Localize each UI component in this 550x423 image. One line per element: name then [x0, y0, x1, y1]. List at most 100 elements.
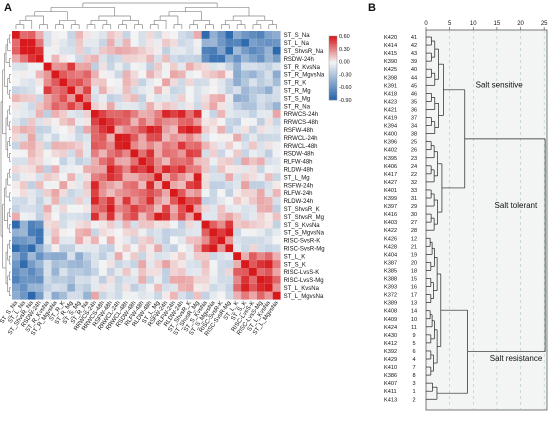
heatmap-cell: [59, 268, 68, 276]
heatmap-cell: [193, 236, 202, 245]
heatmap-cell: [146, 78, 155, 87]
heatmap-cell: [114, 70, 123, 79]
heatmap-cell: [51, 54, 60, 63]
heatmap-cell: [193, 110, 202, 118]
heatmap-cell: [67, 220, 76, 229]
heatmap-cell: [146, 165, 155, 174]
heatmap-cell: [122, 173, 131, 182]
heatmap-cell: [67, 117, 76, 126]
colorbar-step: [329, 42, 337, 45]
heatmap-cell: [201, 62, 210, 71]
heatmap-row-label: ST_R_MgvsNa: [284, 73, 325, 79]
heatmap-cell: [185, 141, 194, 150]
heatmap-cell: [12, 173, 20, 182]
heatmap-cell: [162, 102, 170, 110]
heatmap-cell: [122, 133, 131, 142]
heatmap-cell: [264, 62, 273, 71]
heatmap-cell: [35, 291, 44, 300]
heatmap-cell: [241, 78, 249, 87]
heatmap-cell: [162, 291, 170, 300]
heatmap-cell: [75, 181, 84, 189]
heatmap-cell: [59, 125, 68, 134]
heatmap-cell: [209, 110, 218, 118]
heatmap-cell: [12, 181, 20, 189]
heatmap-cell: [91, 236, 99, 245]
leaf-name: K421: [384, 107, 397, 113]
heatmap-cell: [146, 110, 155, 118]
heatmap-cell: [51, 236, 60, 245]
heatmap-cell: [154, 189, 163, 197]
heatmap-cell: [154, 86, 163, 95]
heatmap-cell: [114, 54, 123, 63]
heatmap-cell: [106, 196, 115, 205]
heatmap-cell: [83, 149, 91, 158]
heatmap-cell: [201, 94, 210, 103]
heatmap-cell: [249, 291, 257, 300]
heatmap-cell: [162, 252, 170, 261]
heatmap-cell: [51, 110, 60, 118]
leaf-id: 7: [412, 365, 415, 371]
heatmap-cell: [201, 173, 210, 182]
leaf-id: 21: [411, 244, 417, 250]
leaf-id: 20: [411, 260, 417, 266]
heatmap-cell: [35, 204, 44, 213]
heatmap-cell: [114, 125, 123, 134]
heatmap-cell: [225, 46, 234, 55]
heatmap-cell: [272, 133, 281, 142]
heatmap-cell: [185, 283, 194, 292]
heatmap-cell: [43, 38, 52, 47]
heatmap-cell: [146, 149, 155, 158]
heatmap-cell: [98, 94, 107, 103]
heatmap-cell: [59, 70, 68, 79]
heatmap-cell: [43, 165, 52, 174]
heatmap-cell: [122, 125, 131, 134]
heatmap-cell: [12, 31, 20, 39]
heatmap-cell: [225, 236, 234, 245]
leaf-id: 16: [411, 285, 417, 291]
heatmap-row-label: ST_L_Na: [284, 41, 310, 47]
heatmap-cell: [91, 181, 99, 189]
heatmap-cell: [241, 291, 249, 300]
heatmap-cell: [272, 102, 281, 110]
heatmap-cell: [91, 62, 99, 71]
heatmap-cell: [12, 125, 20, 134]
heatmap-cell: [193, 125, 202, 134]
leaf-name: K428: [384, 244, 397, 250]
heatmap-cell: [177, 62, 186, 71]
heatmap-cell: [12, 70, 20, 79]
heatmap-cell: [75, 236, 84, 245]
heatmap-cell: [51, 212, 60, 221]
heatmap-cell: [91, 173, 99, 182]
heatmap-cell: [106, 110, 115, 118]
heatmap-cell: [249, 173, 257, 182]
heatmap-cell: [225, 86, 234, 95]
heatmap-cell: [209, 94, 218, 103]
heatmap-cell: [272, 204, 281, 213]
heatmap-cell: [241, 220, 249, 229]
heatmap-cell: [114, 149, 123, 158]
heatmap-cell: [138, 236, 147, 245]
heatmap-row-label: RISC-SvsR-K: [284, 239, 321, 245]
heatmap-cell: [272, 54, 281, 63]
heatmap-cell: [249, 46, 257, 55]
colorbar-step: [329, 90, 337, 93]
heatmap-cell: [106, 86, 115, 95]
axis-tick-label: 0: [424, 21, 428, 27]
heatmap-cell: [35, 157, 44, 166]
heatmap-cell: [122, 38, 131, 47]
heatmap-cell: [249, 125, 257, 134]
heatmap-cell: [91, 165, 99, 174]
heatmap-cell: [27, 125, 36, 134]
heatmap-cell: [51, 189, 60, 197]
heatmap-cell: [162, 236, 170, 245]
heatmap-cell: [146, 204, 155, 213]
leaf-name: K426: [384, 236, 397, 242]
heatmap-cell: [225, 70, 234, 79]
heatmap-cell: [130, 70, 139, 79]
heatmap-cell: [35, 275, 44, 284]
heatmap-cell: [138, 165, 147, 174]
heatmap-cell: [98, 46, 107, 55]
heatmap-cell: [256, 173, 265, 182]
heatmap-cell: [209, 46, 218, 55]
heatmap-cell: [170, 252, 178, 261]
